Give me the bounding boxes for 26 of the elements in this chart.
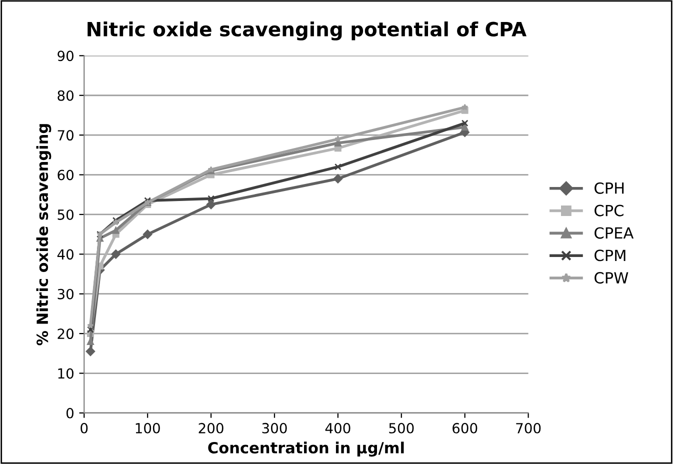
y-axis-title: % Nitric oxide scavenging — [36, 124, 52, 346]
y-tick-label: 50 — [58, 209, 74, 220]
legend-label: CPM — [594, 250, 626, 262]
y-tick-label: 40 — [57, 249, 74, 260]
x-tick-label: 500 — [389, 422, 414, 434]
y-tick-label: 80 — [58, 90, 74, 101]
x-tick-label: 0 — [80, 422, 88, 434]
x-tick-label: 200 — [198, 422, 224, 434]
x-tick-label: 100 — [136, 422, 160, 434]
x-tick-label: 700 — [516, 422, 541, 434]
y-tick-label: 0 — [66, 408, 74, 418]
x-tick-label: 600 — [452, 422, 478, 434]
legend-label: CPW — [594, 272, 628, 284]
chart-title: Nitric oxide scavenging potential of CPA — [88, 21, 527, 40]
legend-label: CPEA — [594, 227, 634, 239]
y-tick-label: 70 — [58, 130, 74, 141]
x-tick-label: 300 — [262, 422, 287, 434]
y-tick-label: 60 — [58, 170, 74, 180]
y-tick-label: 90 — [58, 50, 74, 62]
y-tick-label: 20 — [58, 328, 74, 340]
x-axis-title: Concentration in µg/ml — [208, 442, 404, 457]
legend-label: CPH — [594, 182, 624, 194]
x-tick-label: 400 — [325, 422, 350, 434]
y-tick-label: 10 — [58, 368, 74, 379]
y-tick-label: 30 — [58, 288, 74, 300]
legend-label: CPC — [594, 204, 624, 216]
